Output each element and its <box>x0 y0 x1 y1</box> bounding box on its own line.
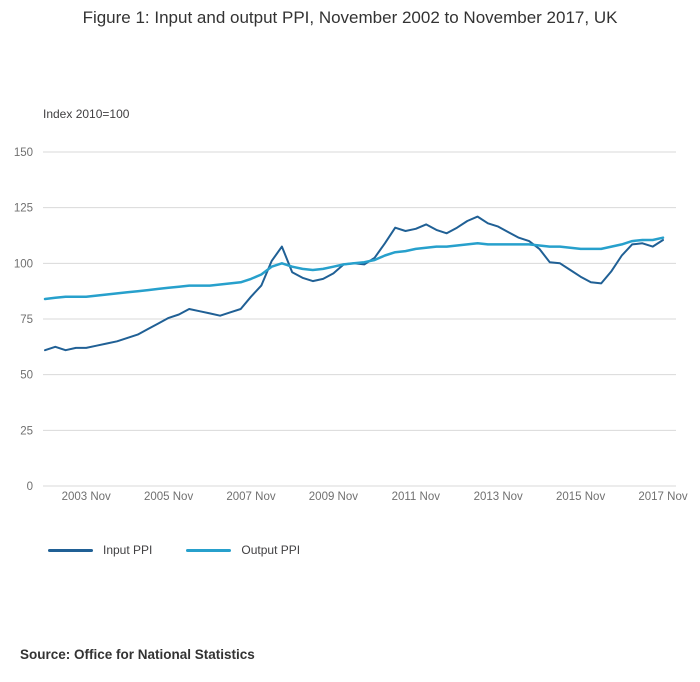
y-tick-label: 125 <box>14 203 33 215</box>
ppi-line-chart: 0 25 50 75 100 125 150 2003 Nov 2005 Nov 2007 Nov… <box>14 147 688 503</box>
figure-title: Figure 1: Input and output PPI, November… <box>82 8 618 27</box>
x-tick-label: 2011 Nov <box>392 491 441 503</box>
x-tick-label: 2005 Nov <box>144 491 193 503</box>
index-axis-label: Index 2010=100 <box>43 107 130 121</box>
x-tick-label: 2007 Nov <box>226 491 275 503</box>
y-tick-label: 150 <box>14 147 33 159</box>
y-tick-label: 0 <box>27 481 33 493</box>
x-tick-label: 2009 Nov <box>309 491 358 503</box>
y-tick-label: 25 <box>20 425 33 437</box>
x-tick-label: 2013 Nov <box>474 491 523 503</box>
legend-label-input-ppi: Input PPI <box>103 543 153 557</box>
legend: Input PPI Output PPI <box>48 543 300 557</box>
y-tick-label: 50 <box>20 370 33 382</box>
x-tick-label: 2003 Nov <box>62 491 111 503</box>
y-tick-label: 100 <box>14 258 33 270</box>
legend-label-output-ppi: Output PPI <box>241 543 301 557</box>
x-tick-label: 2015 Nov <box>556 491 605 503</box>
output-ppi-line <box>43 236 665 301</box>
y-tick-label: 75 <box>20 314 33 326</box>
x-tick-label: 2017 Nov <box>638 491 687 503</box>
input-ppi-line-swatch <box>48 548 93 552</box>
output-ppi-line-swatch <box>186 548 232 552</box>
legend-item-input-ppi: Input PPI <box>48 543 152 557</box>
legend-item-output-ppi: Output PPI <box>186 543 300 557</box>
input-ppi-line <box>44 215 664 352</box>
source-attribution: Source: Office for National Statistics <box>20 647 255 662</box>
